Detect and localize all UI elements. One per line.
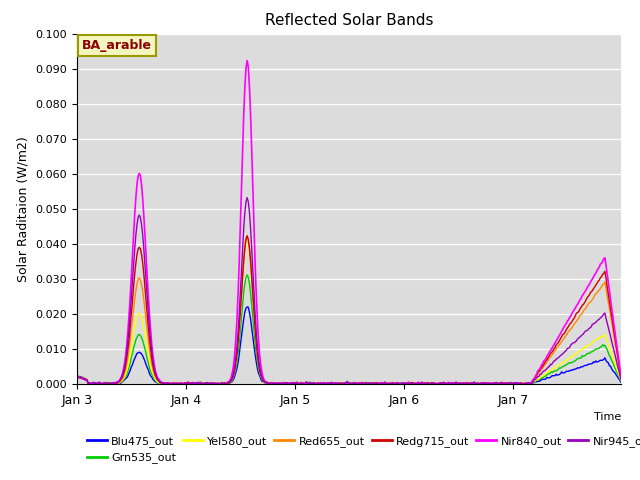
Blu475_out: [617, 379, 625, 385]
Nir945_out: [454, 381, 462, 387]
Yel580_out: [303, 381, 311, 386]
Blu475_out: [242, 305, 250, 311]
Line: Red655_out: Red655_out: [77, 236, 621, 384]
Redg715_out: [617, 373, 625, 379]
Red655_out: [243, 233, 251, 239]
Blu475_out: [404, 380, 412, 385]
Grn535_out: [569, 359, 577, 365]
Y-axis label: Solar Raditaion (W/m2): Solar Raditaion (W/m2): [17, 136, 30, 282]
Nir840_out: [380, 381, 387, 386]
Title: Reflected Solar Bands: Reflected Solar Bands: [264, 13, 433, 28]
Nir840_out: [569, 309, 577, 314]
Redg715_out: [406, 381, 413, 387]
Nir840_out: [349, 381, 356, 387]
Blu475_out: [73, 373, 81, 379]
Yel580_out: [242, 240, 250, 246]
Redg715_out: [277, 381, 285, 387]
Yel580_out: [243, 238, 251, 243]
Blu475_out: [474, 381, 481, 386]
Redg715_out: [475, 381, 483, 386]
Yel580_out: [380, 380, 387, 386]
Legend: Blu475_out, Grn535_out, Yel580_out, Red655_out, Redg715_out, Nir840_out, Nir945_: Blu475_out, Grn535_out, Yel580_out, Red6…: [83, 432, 640, 468]
Redg715_out: [243, 233, 251, 239]
Grn535_out: [305, 381, 312, 386]
Blu475_out: [378, 381, 386, 387]
Nir945_out: [303, 380, 311, 386]
Nir840_out: [617, 372, 625, 378]
Nir840_out: [406, 381, 413, 387]
Red655_out: [305, 381, 312, 386]
Nir945_out: [404, 381, 412, 387]
Yel580_out: [617, 377, 625, 383]
Line: Blu475_out: Blu475_out: [77, 307, 621, 384]
Nir840_out: [303, 380, 311, 385]
Yel580_out: [406, 381, 413, 386]
Nir840_out: [242, 65, 250, 71]
Nir945_out: [378, 381, 386, 386]
Line: Yel580_out: Yel580_out: [77, 240, 621, 384]
Red655_out: [244, 237, 252, 242]
Yel580_out: [324, 381, 332, 387]
Blu475_out: [569, 367, 577, 373]
Grn535_out: [406, 381, 413, 387]
Line: Redg715_out: Redg715_out: [77, 236, 621, 384]
Nir945_out: [243, 195, 251, 201]
Nir945_out: [475, 381, 483, 387]
Red655_out: [380, 381, 387, 386]
Grn535_out: [173, 381, 180, 387]
Red655_out: [617, 374, 625, 380]
Text: Time: Time: [593, 412, 621, 422]
Redg715_out: [73, 373, 81, 379]
Yel580_out: [73, 374, 81, 380]
Grn535_out: [475, 381, 483, 387]
Grn535_out: [243, 272, 251, 278]
Red655_out: [89, 381, 97, 387]
Redg715_out: [569, 317, 577, 323]
Text: BA_arable: BA_arable: [82, 39, 152, 52]
Line: Grn535_out: Grn535_out: [77, 275, 621, 384]
Nir945_out: [242, 199, 250, 204]
Red655_out: [406, 380, 413, 386]
Redg715_out: [305, 380, 312, 386]
Line: Nir840_out: Nir840_out: [77, 60, 621, 384]
Yel580_out: [569, 352, 577, 358]
Nir945_out: [569, 340, 577, 346]
Redg715_out: [380, 381, 387, 387]
Yel580_out: [475, 381, 483, 386]
Line: Nir945_out: Nir945_out: [77, 198, 621, 384]
Nir840_out: [73, 374, 81, 380]
Red655_out: [569, 323, 577, 329]
Grn535_out: [73, 373, 81, 379]
Grn535_out: [380, 381, 387, 386]
Red655_out: [475, 380, 483, 386]
Nir840_out: [475, 381, 483, 387]
Grn535_out: [244, 275, 252, 280]
Nir840_out: [243, 58, 251, 63]
Blu475_out: [483, 381, 491, 387]
Grn535_out: [617, 378, 625, 384]
Redg715_out: [242, 236, 250, 241]
Red655_out: [73, 374, 81, 380]
Nir945_out: [617, 376, 625, 382]
Blu475_out: [243, 304, 251, 310]
Nir945_out: [73, 373, 81, 379]
Blu475_out: [303, 381, 311, 386]
